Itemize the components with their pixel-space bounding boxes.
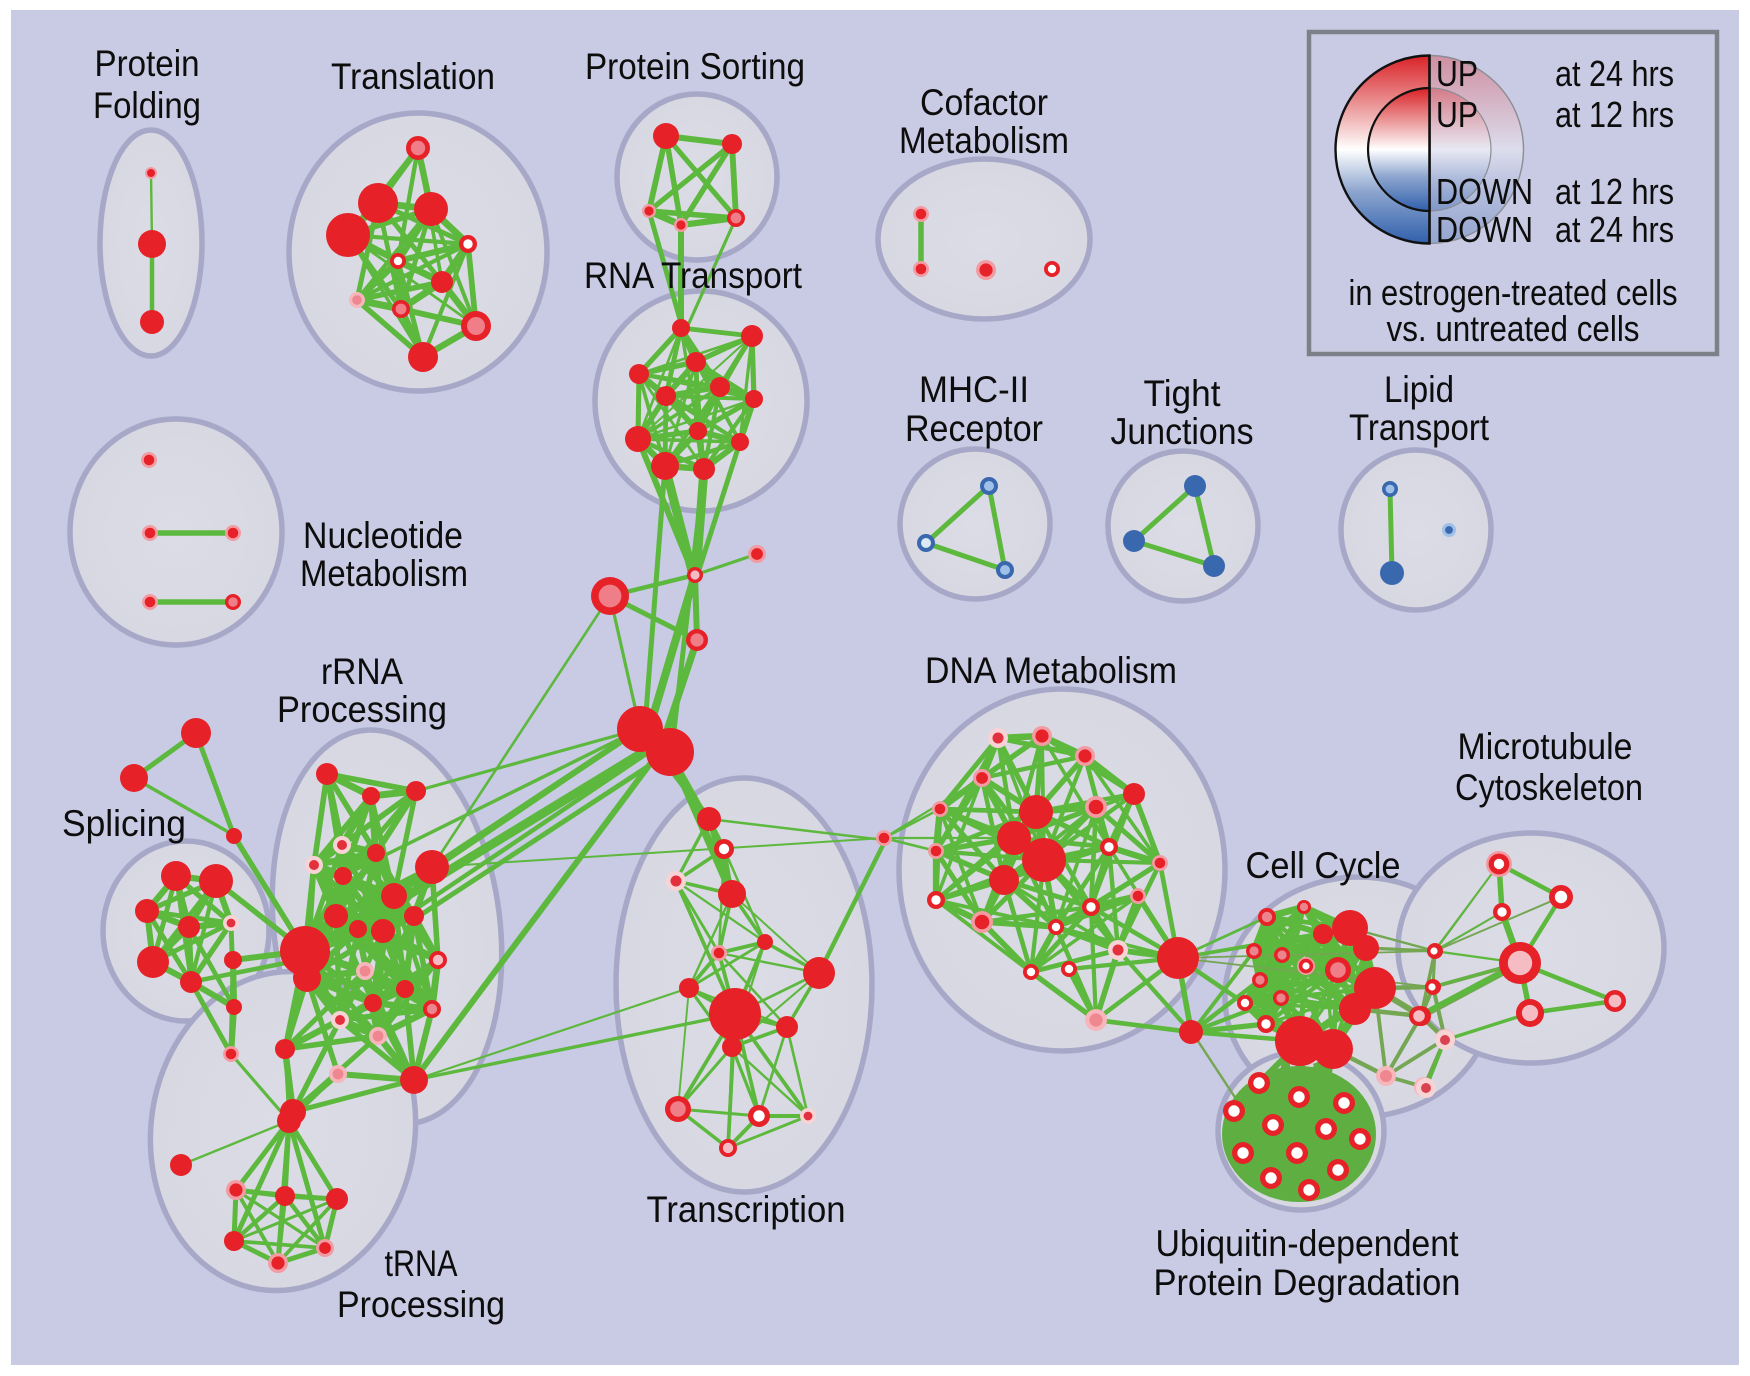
svg-text:Nucleotide: Nucleotide xyxy=(303,515,463,556)
svg-text:Transport: Transport xyxy=(1349,407,1490,448)
svg-text:Processing: Processing xyxy=(277,689,447,730)
svg-text:vs. untreated cells: vs. untreated cells xyxy=(1387,308,1640,349)
svg-text:Receptor: Receptor xyxy=(905,408,1043,449)
svg-text:at 12 hrs: at 12 hrs xyxy=(1555,171,1674,212)
svg-text:Cofactor: Cofactor xyxy=(920,82,1048,123)
svg-text:Tight: Tight xyxy=(1144,373,1222,414)
svg-text:RNA Transport: RNA Transport xyxy=(584,255,803,296)
svg-text:Microtubule: Microtubule xyxy=(1458,726,1633,767)
svg-text:Translation: Translation xyxy=(331,56,495,97)
svg-text:in estrogen-treated cells: in estrogen-treated cells xyxy=(1349,272,1678,313)
svg-text:Processing: Processing xyxy=(337,1284,505,1325)
svg-text:Folding: Folding xyxy=(93,85,201,126)
svg-text:Metabolism: Metabolism xyxy=(899,120,1069,161)
svg-text:Metabolism: Metabolism xyxy=(300,553,468,594)
svg-text:at 12 hrs: at 12 hrs xyxy=(1555,94,1674,135)
svg-text:Cell Cycle: Cell Cycle xyxy=(1246,845,1401,886)
svg-text:at 24 hrs: at 24 hrs xyxy=(1555,53,1674,94)
svg-text:UP: UP xyxy=(1436,94,1478,135)
svg-text:MHC-II: MHC-II xyxy=(919,369,1029,410)
svg-text:DOWN: DOWN xyxy=(1436,171,1533,212)
svg-text:Ubiquitin-dependent: Ubiquitin-dependent xyxy=(1156,1223,1460,1264)
svg-text:UP: UP xyxy=(1436,53,1478,94)
svg-text:Protein Degradation: Protein Degradation xyxy=(1154,1262,1461,1303)
svg-text:DOWN: DOWN xyxy=(1436,209,1533,250)
svg-text:DNA Metabolism: DNA Metabolism xyxy=(925,650,1177,691)
svg-text:Protein Sorting: Protein Sorting xyxy=(585,46,805,87)
svg-text:Lipid: Lipid xyxy=(1384,369,1454,410)
svg-text:at 24 hrs: at 24 hrs xyxy=(1555,209,1674,250)
svg-text:Cytoskeleton: Cytoskeleton xyxy=(1455,767,1643,808)
svg-text:Protein: Protein xyxy=(95,43,200,84)
svg-text:tRNA: tRNA xyxy=(385,1243,458,1284)
svg-text:Junctions: Junctions xyxy=(1111,411,1254,452)
svg-text:rRNA: rRNA xyxy=(321,651,403,692)
svg-text:Transcription: Transcription xyxy=(647,1189,846,1230)
svg-text:Splicing: Splicing xyxy=(62,803,186,844)
